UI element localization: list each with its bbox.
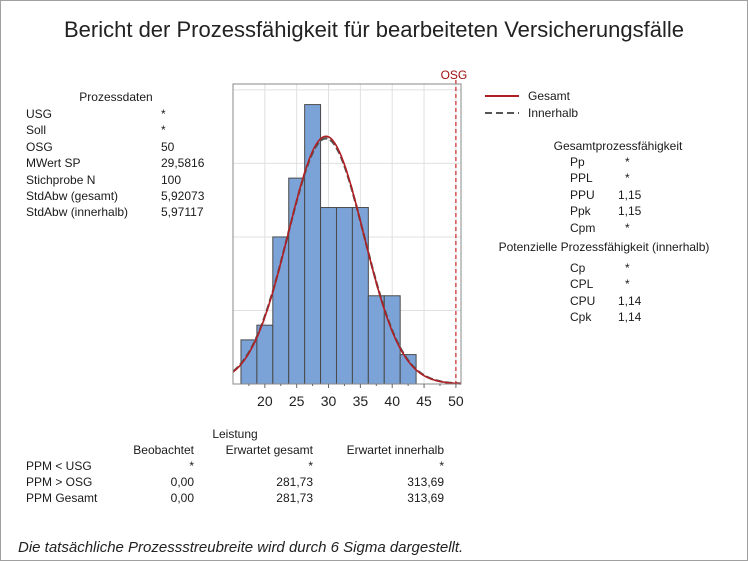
performance-row-label: PPM < USG	[26, 459, 92, 473]
overall-capability-label: Pp	[570, 155, 585, 169]
histogram-bar	[335, 207, 353, 385]
histogram-bar	[383, 295, 401, 385]
overall-capability-value: 1,15	[618, 187, 642, 202]
plot-frame	[232, 83, 462, 385]
process-data-header: Prozessdaten	[79, 90, 153, 104]
performance-cell: 0,00	[170, 491, 194, 505]
legend-label-gesamt: Gesamt	[528, 89, 571, 103]
process-data-label: OSG	[26, 139, 53, 154]
process-data-value: *	[161, 123, 166, 138]
x-tick-label: 40	[384, 393, 400, 409]
potential-capability-label: CPL	[570, 277, 594, 292]
performance-cell: *	[308, 459, 313, 473]
process-data-label: Stichprobe N	[26, 172, 96, 187]
process-data-value: 5,92073	[161, 189, 205, 203]
overall-capability-value: *	[625, 220, 630, 235]
process-data-label: Soll	[26, 123, 47, 138]
potential-capability-value: *	[625, 261, 630, 275]
histogram-bar	[320, 207, 337, 385]
potential-capability-value: 1,14	[618, 310, 642, 325]
legend-label-innerhalb: Innerhalb	[528, 106, 579, 120]
potential-capability-header: Potenzielle Prozessfähigkeit (innerhalb)	[498, 240, 710, 254]
x-tick-label: 45	[416, 393, 432, 409]
performance-cell: 313,69	[407, 475, 444, 489]
histogram-bar	[304, 104, 322, 385]
process-data-value: 5,97117	[161, 205, 204, 220]
spec-limit-label: OSG	[441, 68, 468, 82]
performance-cell: 0,00	[170, 475, 194, 489]
performance-row-label: PPM Gesamt	[26, 491, 98, 505]
process-data-value: *	[161, 107, 166, 121]
performance-row-label: PPM > OSG	[26, 475, 93, 489]
process-data-label: StdAbw (innerhalb)	[26, 205, 129, 220]
potential-capability-label: CPU	[570, 293, 596, 308]
overall-capability-label: PPU	[570, 187, 595, 202]
process-data-label: StdAbw (gesamt)	[26, 189, 119, 203]
potential-capability-label: Cpk	[570, 310, 592, 325]
histogram-bar	[367, 295, 385, 385]
overall-capability-label: Cpm	[570, 220, 596, 235]
normal-curve-gesamt	[232, 135, 462, 385]
process-data-label: USG	[26, 107, 53, 121]
performance-cell: 281,73	[276, 491, 313, 505]
overall-capability-value: *	[625, 171, 630, 186]
performance-column-header: Erwartet gesamt	[225, 443, 313, 457]
histogram-bar	[288, 177, 306, 385]
footer-note: Die tatsächliche Prozessstreubreite wird…	[18, 539, 464, 556]
performance-column-header: Erwartet innerhalb	[346, 443, 444, 457]
process-data-value: 29,5816	[161, 156, 205, 171]
report-title: Bericht der Prozessfähigkeit für bearbei…	[63, 17, 684, 42]
overall-capability-value: *	[625, 155, 630, 169]
process-data-label: MWert SP	[26, 156, 81, 171]
performance-header: Leistung	[212, 427, 258, 441]
overall-capability-value: 1,15	[618, 204, 642, 219]
histogram-bar	[351, 207, 369, 385]
overall-capability-label: PPL	[570, 171, 593, 186]
potential-capability-value: *	[625, 277, 630, 292]
performance-cell: 313,69	[407, 491, 444, 505]
performance-cell: 281,73	[276, 475, 313, 489]
x-tick-label: 20	[257, 393, 273, 409]
overall-capability-header: Gesamtprozessfähigkeit	[553, 139, 683, 153]
x-tick-label: 30	[321, 393, 337, 409]
performance-cell: *	[439, 459, 444, 473]
x-tick-label: 25	[289, 393, 305, 409]
overall-capability-label: Ppk	[570, 204, 591, 219]
performance-column-header: Beobachtet	[133, 443, 194, 457]
x-tick-label: 50	[448, 393, 464, 409]
potential-capability-value: 1,14	[618, 293, 642, 308]
performance-cell: *	[189, 459, 194, 473]
x-tick-label: 35	[353, 393, 369, 409]
process-data-value: 50	[161, 139, 175, 154]
potential-capability-label: Cp	[570, 261, 586, 275]
process-data-value: 100	[161, 172, 182, 187]
